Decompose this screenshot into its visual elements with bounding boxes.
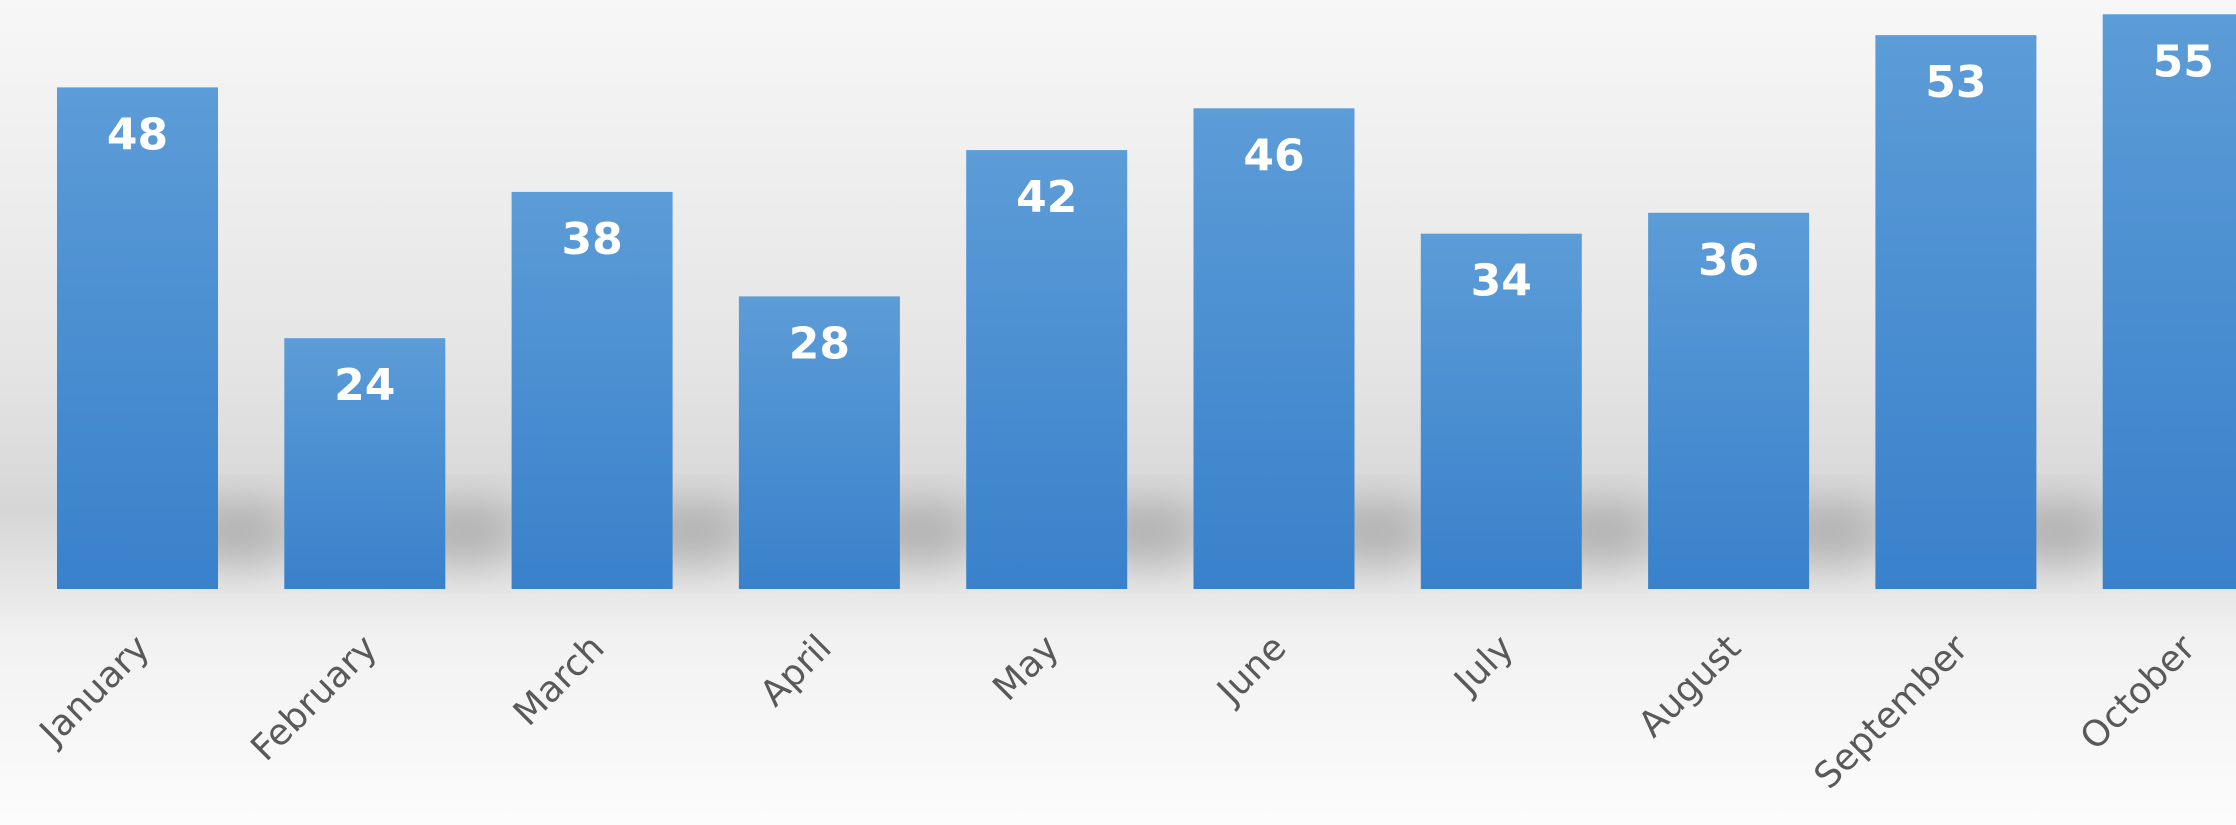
data-label: 38 — [561, 214, 622, 265]
data-label: 28 — [789, 318, 850, 369]
data-label: 36 — [1698, 235, 1759, 286]
data-label: 46 — [1243, 130, 1304, 181]
bar — [966, 150, 1128, 589]
bar — [738, 296, 900, 589]
data-label: 53 — [1925, 57, 1986, 108]
bar — [1875, 35, 2037, 589]
bar — [1193, 108, 1355, 590]
data-label: 34 — [1471, 256, 1532, 307]
bar — [1420, 233, 1582, 589]
bar — [1648, 212, 1810, 590]
bars: 48January24February38March28April42May46… — [31, 14, 2236, 797]
data-label: 48 — [107, 109, 168, 160]
bar — [57, 87, 218, 590]
data-label: 55 — [2153, 36, 2214, 87]
data-label: 24 — [334, 360, 395, 411]
bar — [511, 191, 673, 589]
data-label: 42 — [1016, 172, 1077, 223]
bar — [284, 338, 446, 589]
bar — [2102, 14, 2236, 589]
